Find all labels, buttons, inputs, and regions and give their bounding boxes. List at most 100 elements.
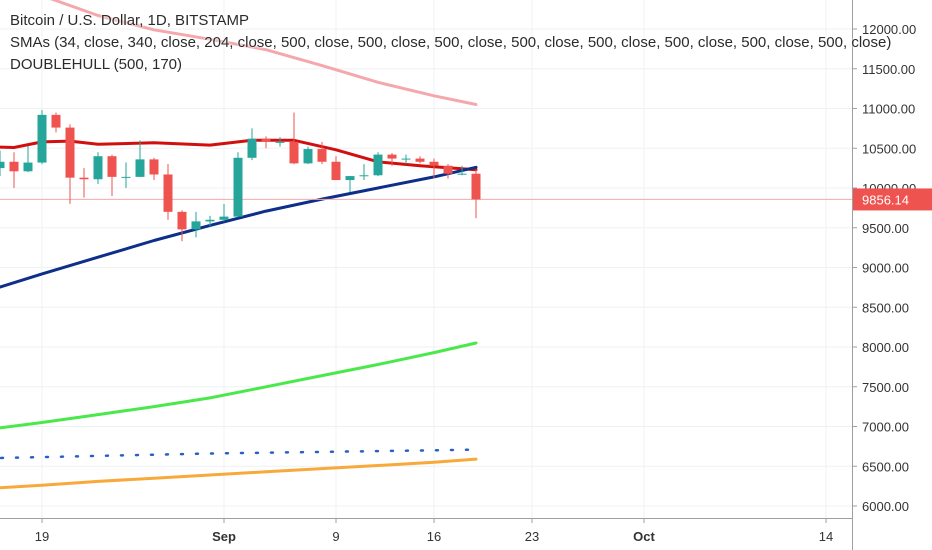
last-price-label: 9856.14 xyxy=(862,192,909,207)
candle[interactable] xyxy=(149,157,159,181)
candle[interactable] xyxy=(471,169,481,219)
candle[interactable] xyxy=(135,140,145,177)
candle[interactable] xyxy=(289,112,299,165)
price-tick-label: 11500.00 xyxy=(862,62,915,77)
candle[interactable] xyxy=(317,141,327,165)
price-tick-label: 8000.00 xyxy=(862,340,909,355)
candle[interactable] xyxy=(191,211,201,238)
candle[interactable] xyxy=(23,145,33,173)
time-tick-label: Oct xyxy=(633,529,655,544)
doublehull-indicator-label[interactable]: DOUBLEHULL (500, 170) xyxy=(10,56,183,73)
candle-body xyxy=(401,158,411,160)
candle-body xyxy=(275,141,285,143)
price-tick-label: 9000.00 xyxy=(862,261,909,276)
candle-body xyxy=(345,176,355,181)
candle-body xyxy=(93,156,103,180)
candle-body xyxy=(149,159,159,175)
candle[interactable] xyxy=(51,112,61,133)
candle[interactable] xyxy=(443,164,453,179)
candle-body xyxy=(233,157,243,217)
hull-blue-line xyxy=(0,165,478,289)
candle-body xyxy=(471,173,481,200)
candle[interactable] xyxy=(401,154,411,165)
candle[interactable] xyxy=(121,162,131,188)
candle-body xyxy=(9,161,19,172)
candle[interactable] xyxy=(163,164,173,220)
candle-body xyxy=(415,158,425,162)
candle[interactable] xyxy=(387,153,397,166)
price-tick-label: 11000.00 xyxy=(862,102,915,117)
candle[interactable] xyxy=(205,215,215,227)
candle[interactable] xyxy=(247,128,257,161)
candle[interactable] xyxy=(107,154,117,196)
candle-body xyxy=(247,138,257,158)
candle-body xyxy=(373,154,383,176)
sma-dots-line xyxy=(0,448,478,460)
candle[interactable] xyxy=(275,137,285,147)
grid xyxy=(0,0,852,518)
last-price-tag[interactable] xyxy=(853,188,932,211)
candle[interactable] xyxy=(233,152,243,218)
chart-legend: Bitcoin / U.S. Dollar, 1D, BITSTAMP SMAs… xyxy=(10,10,891,76)
candle[interactable] xyxy=(457,165,467,176)
price-tick-label: 10500.00 xyxy=(862,141,916,156)
candle[interactable] xyxy=(0,150,5,177)
candle[interactable] xyxy=(177,210,187,242)
candle[interactable] xyxy=(359,164,369,181)
candle-body xyxy=(121,176,131,178)
candle[interactable] xyxy=(303,146,313,165)
candle[interactable] xyxy=(9,152,19,188)
candle-body xyxy=(303,149,313,164)
time-tick-label: 23 xyxy=(525,529,539,544)
time-tick-label: Sep xyxy=(212,529,236,544)
candle[interactable] xyxy=(65,124,75,204)
candle-body xyxy=(37,114,47,163)
candle[interactable] xyxy=(219,203,229,222)
candle-body xyxy=(317,149,327,162)
candle-body xyxy=(163,174,173,212)
sma-indicator-label[interactable]: SMAs (34, close, 340, close, 204, close,… xyxy=(10,34,892,51)
candle-body xyxy=(0,161,5,169)
candle-body xyxy=(289,141,299,164)
candle[interactable] xyxy=(373,152,383,177)
candle[interactable] xyxy=(261,136,271,149)
candles[interactable] xyxy=(0,110,481,242)
candle-body xyxy=(107,156,117,177)
candle-body xyxy=(205,219,215,222)
candle-body xyxy=(261,138,271,142)
candle-body xyxy=(331,161,341,181)
candle-body xyxy=(135,159,145,177)
candle-body xyxy=(387,154,397,159)
price-tick-label: 9500.00 xyxy=(862,221,909,236)
sma-green-line xyxy=(0,341,478,430)
price-tick-label: 7000.00 xyxy=(862,420,909,435)
candle-body xyxy=(359,175,369,177)
candle[interactable] xyxy=(79,168,89,198)
time-tick-label: 9 xyxy=(332,529,339,544)
candle-body xyxy=(191,221,201,230)
price-tick-label: 6000.00 xyxy=(862,499,909,514)
candle[interactable] xyxy=(93,152,103,185)
time-tick-label: 16 xyxy=(427,529,441,544)
candle[interactable] xyxy=(429,158,439,179)
candle[interactable] xyxy=(415,156,425,164)
candle-body xyxy=(443,165,453,174)
time-tick-label: 19 xyxy=(35,529,49,544)
time-tick-label: 14 xyxy=(819,529,833,544)
symbol-title[interactable]: Bitcoin / U.S. Dollar, 1D, BITSTAMP xyxy=(10,12,249,29)
sma-pink-line xyxy=(49,0,478,106)
candle[interactable] xyxy=(37,110,47,165)
candle-body xyxy=(65,127,75,178)
candle-body xyxy=(51,114,61,128)
candle-body xyxy=(23,162,33,172)
candle-body xyxy=(177,211,187,230)
candle[interactable] xyxy=(345,176,355,192)
candle-body xyxy=(457,173,467,175)
price-tick-label: 12000.00 xyxy=(862,22,916,37)
price-tick-label: 8500.00 xyxy=(862,300,909,315)
candle-body xyxy=(429,161,439,166)
candle[interactable] xyxy=(331,156,341,181)
